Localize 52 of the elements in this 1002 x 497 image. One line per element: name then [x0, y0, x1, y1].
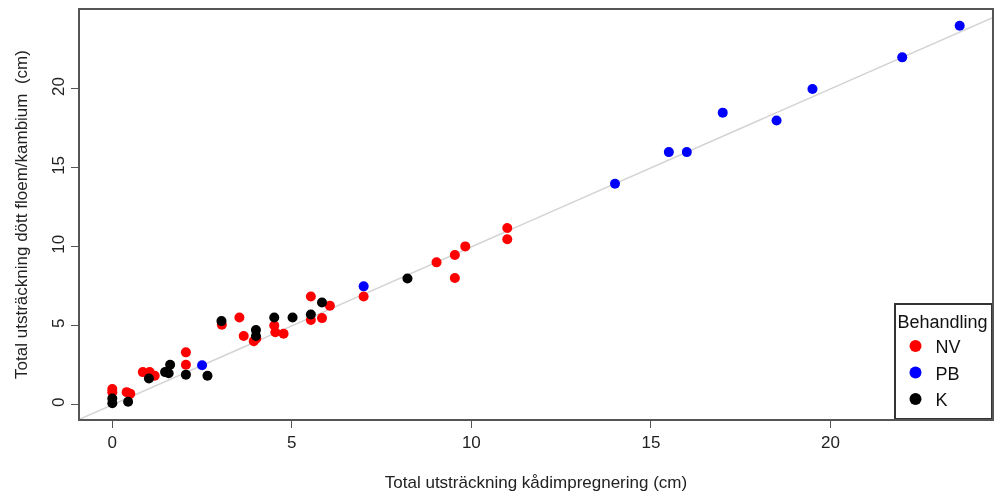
- point: [897, 52, 908, 63]
- point: [324, 300, 335, 311]
- point: [609, 178, 620, 189]
- point: [358, 291, 369, 302]
- point: [305, 309, 316, 320]
- point: [317, 313, 327, 324]
- x-tick-label: 20: [820, 433, 840, 453]
- point: [681, 147, 692, 158]
- point: [460, 241, 471, 252]
- point: [287, 312, 298, 323]
- point: [180, 347, 191, 358]
- legend-label: PB: [935, 363, 960, 384]
- point: [717, 107, 728, 118]
- point: [123, 396, 134, 407]
- point: [431, 257, 442, 268]
- point: [771, 115, 782, 126]
- y-tick-label: 15: [49, 155, 69, 175]
- legend-label: K: [935, 389, 948, 410]
- point: [807, 83, 818, 94]
- point: [502, 223, 513, 234]
- point: [663, 147, 674, 158]
- point: [317, 297, 327, 308]
- point: [143, 373, 154, 384]
- y-axis-title: Total utsträckning dött floem/kambium (cm): [11, 50, 31, 379]
- point: [180, 369, 191, 380]
- x-tick-label: 5: [287, 433, 297, 453]
- point: [270, 327, 281, 338]
- legend-title: Behandling: [897, 311, 988, 332]
- point: [202, 370, 213, 381]
- point: [449, 249, 460, 260]
- y-tick-label: 0: [49, 397, 69, 407]
- legend-label: NV: [935, 337, 961, 358]
- y-tick-label: 20: [49, 76, 69, 96]
- point: [502, 234, 513, 245]
- point: [305, 291, 316, 302]
- x-tick-label: 0: [107, 433, 118, 453]
- point: [449, 272, 460, 283]
- point: [197, 360, 208, 371]
- y-tick-label: 10: [49, 234, 69, 254]
- y-tick-label: 5: [49, 318, 69, 329]
- point: [358, 281, 369, 292]
- point: [180, 359, 191, 370]
- point: [278, 328, 289, 339]
- point: [402, 273, 413, 284]
- x-tick-label: 15: [641, 433, 661, 453]
- x-tick-label: 10: [461, 433, 481, 453]
- point: [234, 312, 245, 323]
- point: [269, 312, 280, 323]
- point: [238, 330, 249, 341]
- point: [954, 20, 965, 31]
- point: [165, 359, 176, 370]
- x-axis-title: Total utsträckning kådimpregnering (cm): [384, 473, 688, 493]
